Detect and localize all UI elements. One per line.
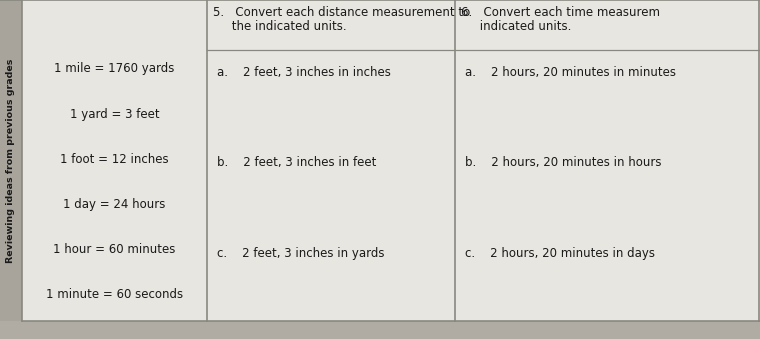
Text: indicated units.: indicated units. xyxy=(461,20,572,33)
Text: 1 mile = 1760 yards: 1 mile = 1760 yards xyxy=(54,62,175,76)
Text: Reviewing ideas from previous grades: Reviewing ideas from previous grades xyxy=(7,58,15,263)
Text: a.    2 hours, 20 minutes in minutes: a. 2 hours, 20 minutes in minutes xyxy=(465,66,676,79)
Text: 1 yard = 3 feet: 1 yard = 3 feet xyxy=(70,108,160,121)
Text: 1 hour = 60 minutes: 1 hour = 60 minutes xyxy=(53,243,176,256)
Text: c.    2 feet, 3 inches in yards: c. 2 feet, 3 inches in yards xyxy=(217,247,385,260)
Text: the indicated units.: the indicated units. xyxy=(213,20,347,33)
Text: 1 day = 24 hours: 1 day = 24 hours xyxy=(63,198,166,211)
Bar xyxy=(0,0,22,321)
Text: 6.   Convert each time measurem: 6. Convert each time measurem xyxy=(461,6,660,19)
Text: b.    2 hours, 20 minutes in hours: b. 2 hours, 20 minutes in hours xyxy=(465,156,661,170)
Text: 5.   Convert each distance measurement to: 5. Convert each distance measurement to xyxy=(213,6,470,19)
Text: b.    2 feet, 3 inches in feet: b. 2 feet, 3 inches in feet xyxy=(217,156,376,170)
Text: 1 minute = 60 seconds: 1 minute = 60 seconds xyxy=(46,288,183,301)
Bar xyxy=(0,321,760,339)
Text: 1 foot = 12 inches: 1 foot = 12 inches xyxy=(60,153,169,166)
Text: a.    2 feet, 3 inches in inches: a. 2 feet, 3 inches in inches xyxy=(217,66,391,79)
Text: c.    2 hours, 20 minutes in days: c. 2 hours, 20 minutes in days xyxy=(465,247,655,260)
